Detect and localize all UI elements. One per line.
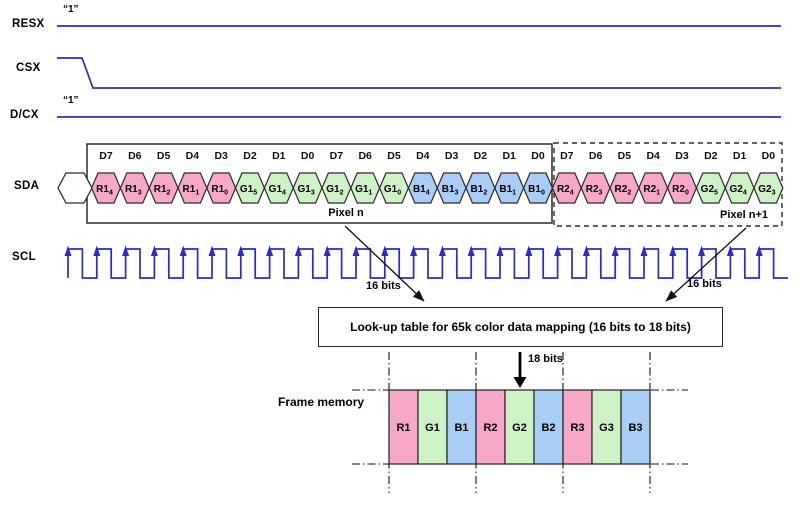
bit-position-label: D0 [300, 150, 315, 162]
sda-bit-text: R10 [211, 184, 228, 197]
mapping-arrows [344, 225, 747, 388]
frame-memory-cells: R1 G1 B1 R2 G2 B2 R3 G3 B3 [388, 389, 651, 465]
sda-bit-text: G15 [240, 184, 257, 197]
frame-memory-cell-label: G3 [599, 422, 614, 434]
bit-position-label: D6 [128, 150, 142, 162]
bit-position-label: D3 [675, 150, 689, 162]
sda-bit-text: R23 [586, 184, 603, 197]
sda-bit-text: R13 [125, 184, 142, 197]
bit-position-label: D2 [473, 150, 488, 162]
frame-memory-cell-label: B1 [454, 422, 468, 434]
bit-position-label: D2 [704, 150, 718, 162]
signal-label-scl: SCL [12, 251, 36, 263]
signal-lines [57, 25, 781, 118]
sda-bit-text: R11 [183, 184, 200, 197]
sda-bit-text: R22 [615, 184, 632, 197]
bit-position-label: D3 [444, 150, 459, 162]
bit-position-label: D1 [502, 150, 516, 162]
csx-line [57, 57, 781, 89]
pixel-n-to-lut-arrow [344, 225, 425, 302]
bit-position-label: D5 [617, 150, 632, 162]
frame-memory-cell [475, 389, 506, 465]
bit-position-label: D5 [156, 150, 171, 162]
sda-bit-text: G24 [729, 184, 746, 197]
sda-bit-text: B11 [499, 184, 516, 197]
sda-bit-text: R24 [557, 184, 574, 197]
bits18-label: 18 bits [528, 353, 563, 365]
bit-position-label: D7 [560, 150, 574, 162]
pixel-n1-label: Pixel n+1 [719, 209, 768, 221]
bit-position-label: D3 [214, 150, 228, 162]
dcx-level-value: “1” [63, 95, 79, 106]
sda-bit-text: B10 [528, 184, 545, 197]
sda-bit-text: B12 [471, 184, 488, 197]
resx-level-value: “1” [63, 4, 79, 15]
frame-memory-cell [562, 389, 593, 465]
sda-bit-text: B14 [413, 184, 430, 197]
frame-memory-cell-label: G1 [425, 422, 440, 434]
frame-memory-cell [620, 389, 651, 465]
frame-memory-cell-label: R3 [570, 422, 584, 434]
sda-bit-hexagons: R14 R13 R12 R11 R10 G15 G14 G13 G12 G11 G10 B14 B13 B… [57, 172, 784, 204]
frame-memory-cell-label: B3 [628, 422, 642, 434]
frame-memory-cell-label: G2 [512, 422, 527, 434]
sda-start-hexagon [57, 172, 93, 204]
frame-memory-label: Frame memory [278, 395, 365, 409]
signal-label-csx: CSX [16, 62, 41, 74]
dash-dot-guides [352, 352, 688, 493]
bit-position-label: D2 [243, 150, 257, 162]
frame-memory-cell [591, 389, 622, 465]
sda-bit-text: G13 [297, 184, 314, 197]
sda-bit-text: G25 [701, 184, 718, 197]
sda-bit-text: R14 [96, 184, 113, 197]
sda-bit-text: R21 [643, 184, 660, 197]
sda-bit-hexagon [753, 172, 784, 204]
lut-box-text: Look-up table for 65k color data mapping… [350, 320, 691, 334]
frame-memory-cell [504, 389, 535, 465]
bits16-first-label: 16 bits [366, 280, 401, 292]
bit-position-label: D6 [358, 150, 372, 162]
scl-line [67, 248, 788, 279]
pixel-n1-to-lut-arrow [665, 227, 747, 302]
bit-position-label: D1 [732, 150, 747, 162]
bit-position-label: D4 [646, 150, 660, 162]
bit-position-label: D0 [531, 150, 545, 162]
bit-position-label: D0 [761, 150, 776, 162]
bit-position-label: D5 [387, 150, 401, 162]
frame-memory-cell-label: B2 [541, 422, 555, 434]
signal-label-dcx: D/CX [10, 109, 39, 121]
sda-bit-text: R20 [672, 184, 689, 197]
frame-memory-cell-label: R2 [483, 422, 497, 434]
bit-position-label: D4 [416, 150, 430, 162]
bits18-arrow-head [513, 377, 527, 388]
sda-bit-text: R12 [154, 184, 171, 197]
sda-bit-text: G11 [355, 184, 372, 197]
lut-box: Look-up table for 65k color data mapping… [318, 307, 723, 347]
bits16-second-label: 16 bits [687, 278, 722, 290]
sda-bit-text: G14 [269, 184, 286, 197]
sda-bit-text: G10 [384, 184, 401, 197]
pixel-n-label: Pixel n [328, 207, 364, 219]
signal-label-sda: SDA [14, 180, 40, 192]
bit-position-label: D7 [99, 150, 113, 162]
frame-memory-cell-label: R1 [396, 422, 410, 434]
bit-position-label: D6 [588, 150, 603, 162]
frame-memory-cell [446, 389, 477, 465]
bit-position-label: D7 [329, 150, 344, 162]
sda-bit-text: G23 [758, 184, 775, 197]
sda-bit-text: G12 [326, 184, 343, 197]
scl-clock-waveform [64, 245, 788, 279]
frame-memory-cell [417, 389, 448, 465]
signal-label-resx: RESX [12, 18, 45, 30]
bit-position-label: D4 [185, 150, 200, 162]
sda-bit-text: B13 [442, 184, 459, 197]
bit-position-label: D1 [272, 150, 286, 162]
